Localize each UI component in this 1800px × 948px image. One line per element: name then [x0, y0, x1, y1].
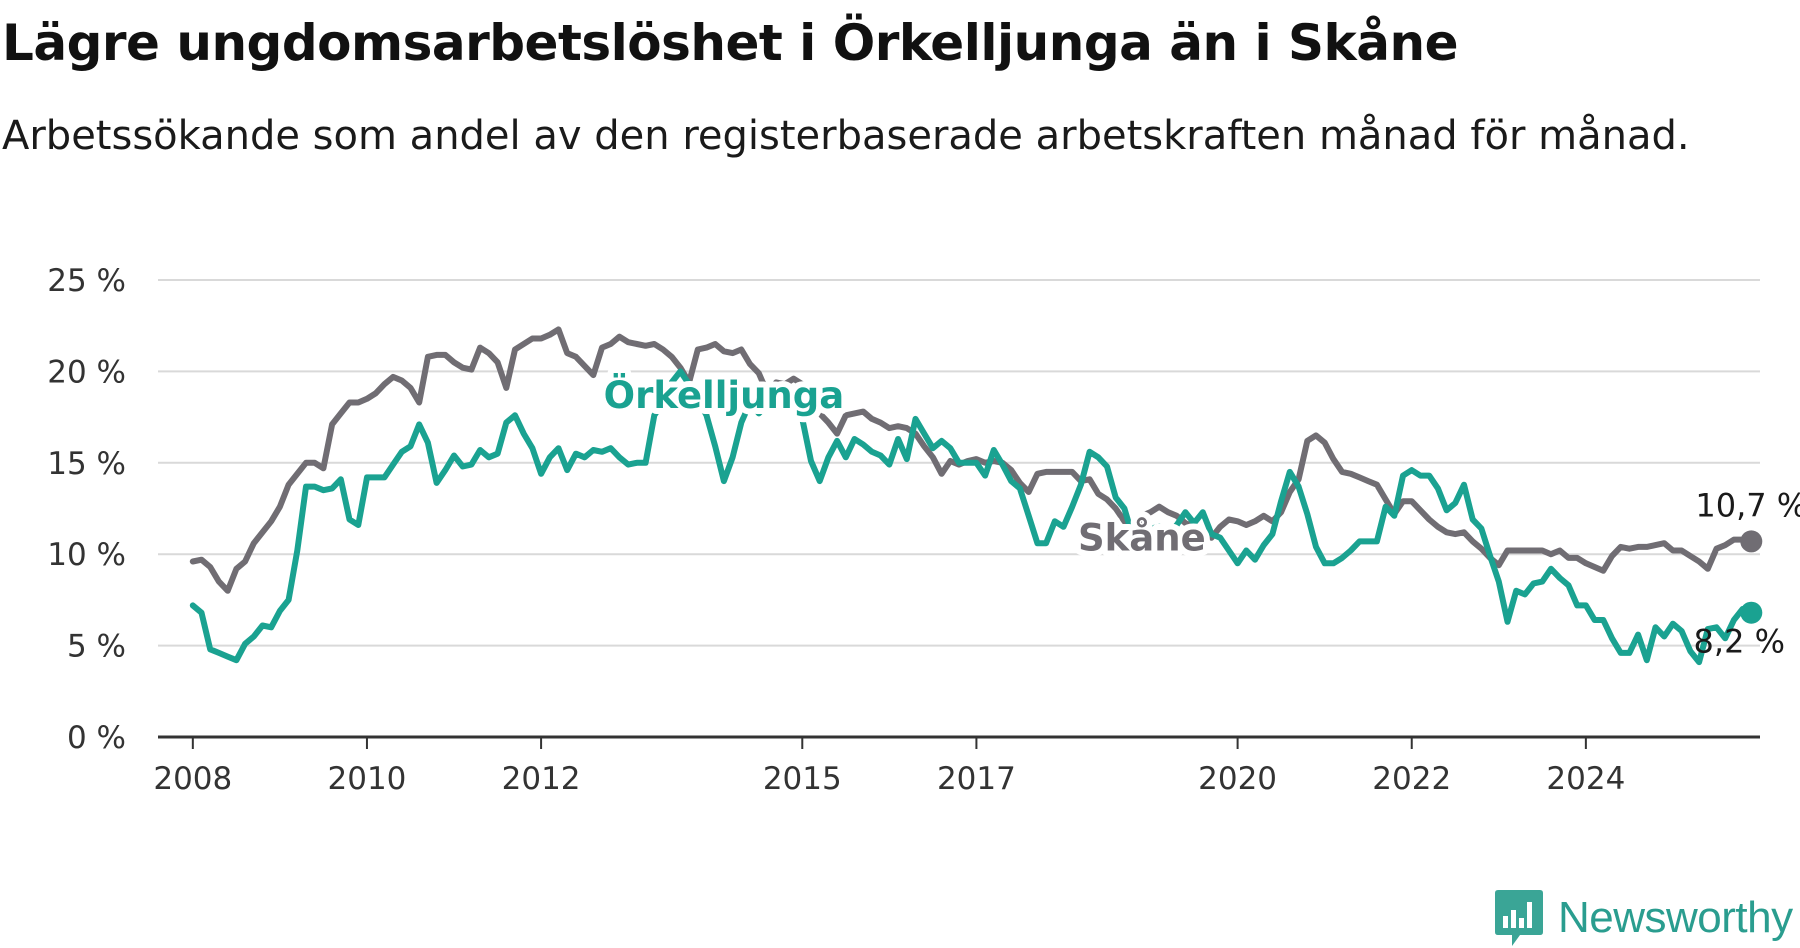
x-tick-label: 2017: [937, 761, 1016, 797]
x-tick-label: 2022: [1372, 761, 1451, 797]
brand-name: Newsworthy: [1558, 893, 1793, 942]
y-tick-label: 5 %: [67, 629, 126, 665]
series-labels: 10,7 % 8,2 % Skåne Örkelljunga: [598, 367, 1800, 661]
x-tick-label: 2024: [1546, 761, 1625, 797]
newsworthy-logo: Newsworthy: [1494, 888, 1793, 948]
y-axis: 0 % 5 % 10 % 15 % 20 % 25 %: [47, 263, 126, 756]
x-tick-label: 2020: [1198, 761, 1277, 797]
x-tick-label: 2012: [502, 761, 581, 797]
chart-subtitle: Arbetssökande som andel av den registerb…: [2, 113, 1690, 159]
newsworthy-logo-icon: [1495, 890, 1543, 946]
x-tick-label: 2015: [763, 761, 842, 797]
chart-title: Lägre ungdomsarbetslöshet i Örkelljunga …: [2, 14, 1459, 72]
x-axis: 2008 2010 2012 2015 2017 2020 2022 2024: [153, 735, 1760, 797]
x-tick-label: 2008: [153, 761, 232, 797]
end-value-label: 10,7 %: [1695, 486, 1800, 524]
x-tick-label: 2010: [328, 761, 407, 797]
y-tick-label: 20 %: [47, 354, 126, 390]
series-lines: [189, 326, 1755, 666]
end-value-label: 8,2 %: [1694, 623, 1785, 661]
end-point: [1740, 601, 1763, 624]
series-name-label: Skåne: [1078, 517, 1206, 560]
series-name-label: Örkelljunga: [604, 373, 845, 417]
end-point: [1740, 530, 1763, 553]
y-tick-label: 10 %: [47, 537, 126, 573]
y-tick-label: 0 %: [67, 720, 126, 756]
y-tick-label: 15 %: [47, 446, 126, 482]
y-tick-label: 25 %: [47, 263, 126, 299]
series-line--rkelljunga: [189, 368, 1755, 666]
